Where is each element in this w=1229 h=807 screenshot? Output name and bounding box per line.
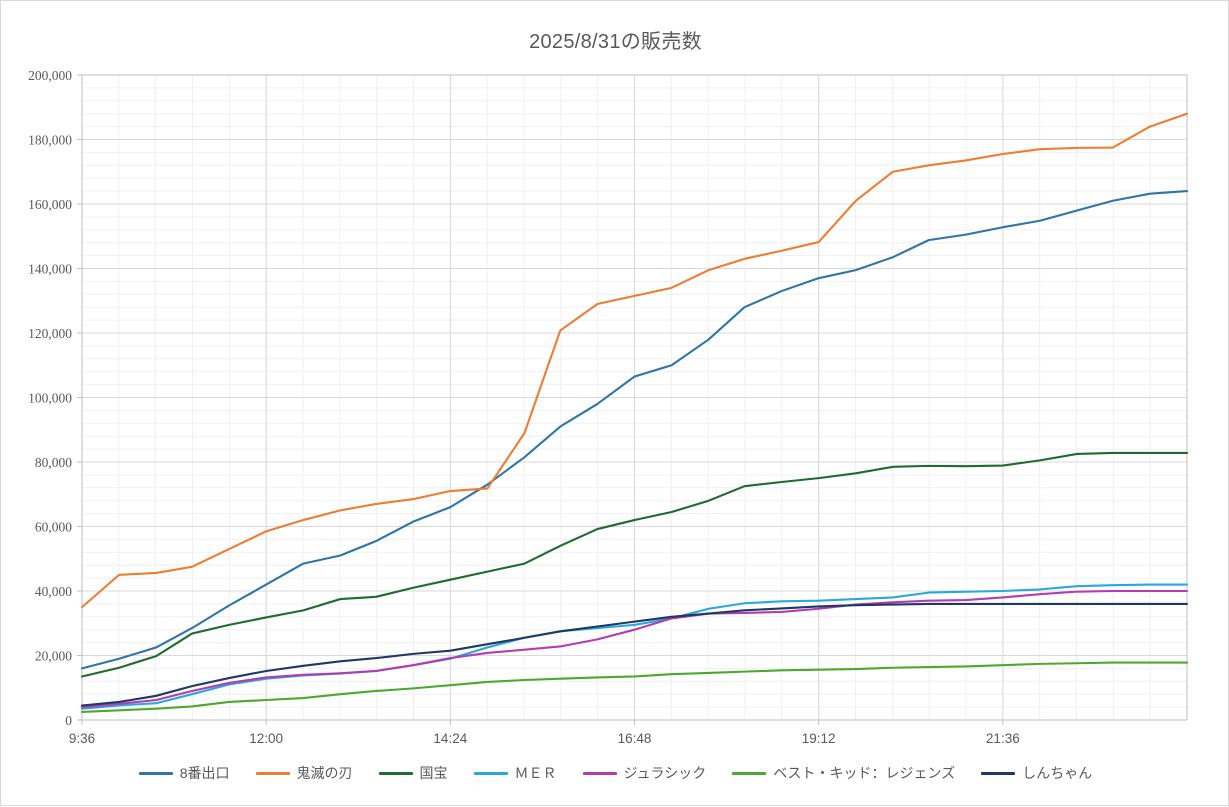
chart-legend: 8番出口 鬼滅の刃 国宝 ＭＥＲ ジュラシック ベスト・キッド：レジェンズ しんちゃん <box>1 763 1229 783</box>
y-axis-tick-labels: 0 20,000 40,000 60,000 80,000 100,000 120,000 1… <box>28 68 82 728</box>
x-axis-label: 21:36 <box>986 731 1020 746</box>
y-axis-label: 60,000 <box>35 520 72 535</box>
legend-item[interactable]: 国宝 <box>378 763 448 783</box>
legend-color-swatch-icon <box>473 771 508 775</box>
series-line <box>80 583 1189 710</box>
legend-label: 国宝 <box>419 765 448 781</box>
x-axis-label: 9:36 <box>69 731 95 746</box>
legend-label: ベスト・キッド：レジェンズ <box>773 765 956 781</box>
y-axis-label: 40,000 <box>35 584 72 599</box>
legend-color-swatch-icon <box>732 771 767 775</box>
legend-color-swatch-icon <box>138 771 173 775</box>
series-line <box>80 602 1189 707</box>
x-axis-label: 12:00 <box>249 731 283 746</box>
legend-label: ＭＥＲ <box>514 765 557 781</box>
legend-color-swatch-icon <box>255 771 290 775</box>
legend-item[interactable]: ＭＥＲ <box>473 763 557 783</box>
series-line <box>80 190 1189 670</box>
legend-label: しんちゃん <box>1022 765 1093 781</box>
y-axis-label: 20,000 <box>35 649 72 664</box>
y-axis-label: 140,000 <box>28 262 72 277</box>
legend-item[interactable]: しんちゃん <box>981 763 1092 783</box>
legend-item[interactable]: 8番出口 <box>138 763 230 783</box>
legend-color-swatch-icon <box>582 771 617 775</box>
data-series-group <box>80 112 1189 713</box>
y-axis-label: 160,000 <box>28 197 72 212</box>
legend-color-swatch-icon <box>981 771 1016 775</box>
y-axis-label: 120,000 <box>28 326 72 341</box>
chart-title: 2025/8/31の販売数 <box>529 31 702 53</box>
legend-label: ジュラシック <box>623 765 707 781</box>
y-axis-label: 80,000 <box>35 455 72 470</box>
legend-item[interactable]: ベスト・キッド：レジェンズ <box>732 763 955 783</box>
x-axis-label: 16:48 <box>618 731 652 746</box>
x-axis-label: 14:24 <box>433 731 467 746</box>
series-line <box>80 112 1189 609</box>
legend-label: 鬼滅の刃 <box>296 765 353 781</box>
legend-item[interactable]: 鬼滅の刃 <box>255 763 353 783</box>
y-axis-label: 180,000 <box>28 133 72 148</box>
legend-item[interactable]: ジュラシック <box>582 763 707 783</box>
legend-color-swatch-icon <box>378 771 413 775</box>
y-axis-label: 100,000 <box>28 391 72 406</box>
y-axis-label: 200,000 <box>28 68 72 83</box>
series-line <box>80 661 1189 713</box>
x-axis-tick-labels: 9:36 12:00 14:24 16:48 19:12 21:36 <box>69 720 1020 746</box>
series-line <box>80 589 1189 709</box>
series-line <box>80 451 1189 678</box>
legend-label: 8番出口 <box>179 765 230 781</box>
y-axis-label: 0 <box>65 713 72 728</box>
x-axis-label: 19:12 <box>802 731 836 746</box>
